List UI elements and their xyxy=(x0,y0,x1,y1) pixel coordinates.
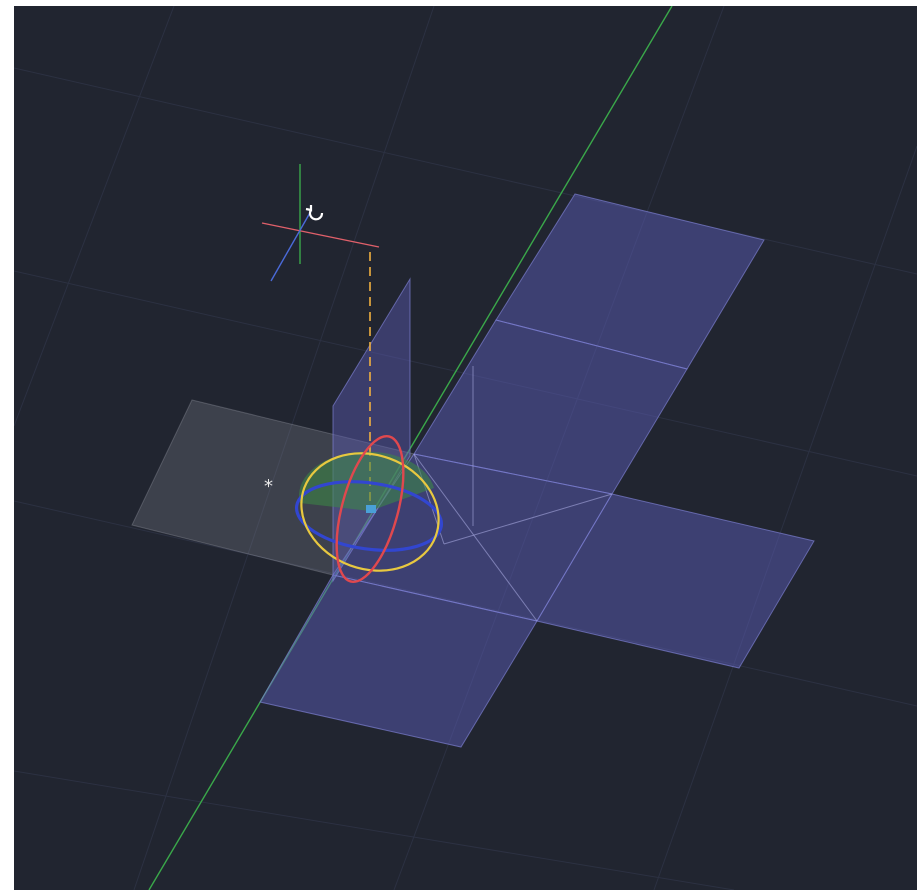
net-face-bottom[interactable] xyxy=(259,574,538,748)
rotate-gizmo-icon[interactable] xyxy=(285,429,456,589)
face-diagonals xyxy=(413,366,613,622)
snap-marker: * xyxy=(264,476,273,497)
ucs-icon xyxy=(261,164,380,282)
model-space-canvas[interactable] xyxy=(14,6,917,890)
rotate-cursor-icon xyxy=(305,205,324,221)
net-face-right[interactable] xyxy=(536,493,815,669)
3d-viewport[interactable]: * xyxy=(14,6,917,890)
